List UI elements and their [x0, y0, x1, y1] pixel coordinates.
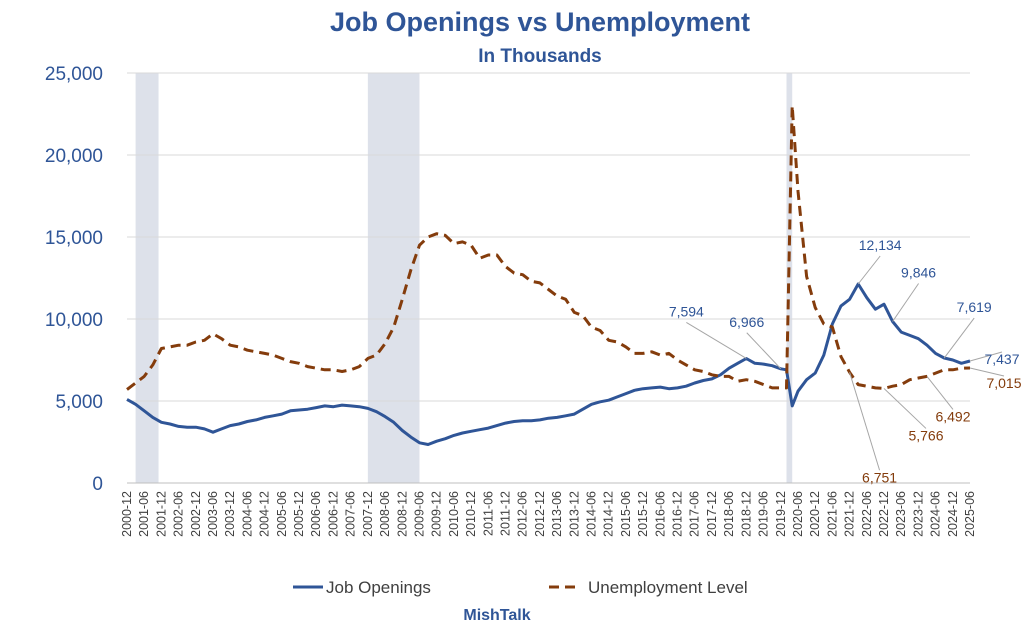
- annotation-leader: [849, 372, 881, 471]
- x-tick-label: 2001-12: [154, 491, 168, 537]
- x-tick-label: 2023-12: [911, 491, 925, 537]
- x-tick-label: 2015-06: [619, 491, 633, 537]
- x-tick-label: 2022-12: [877, 491, 891, 537]
- chart-credit: MishTalk: [463, 607, 530, 624]
- annotation-label: 5,766: [908, 427, 943, 443]
- y-tick-label: 15,000: [45, 228, 103, 249]
- annotation-label: 9,846: [901, 265, 936, 281]
- x-tick-label: 2016-06: [653, 491, 667, 537]
- x-tick-label: 2013-06: [550, 491, 564, 537]
- x-tick-label: 2002-12: [189, 491, 203, 537]
- x-tick-label: 2014-06: [585, 491, 599, 537]
- x-tick-label: 2017-12: [705, 491, 719, 537]
- annotation-label: 6,966: [729, 314, 764, 330]
- annotation-leader: [969, 351, 1003, 362]
- annotation-leader: [883, 388, 927, 429]
- y-tick-label: 25,000: [45, 64, 103, 85]
- x-tick-label: 2012-12: [533, 491, 547, 537]
- job-openings-line: [126, 282, 971, 446]
- x-tick-label: 2001-06: [137, 491, 151, 537]
- y-tick-label: 10,000: [45, 310, 103, 331]
- x-tick-label: 2002-06: [172, 491, 186, 537]
- y-axis-ticks: 0 5,000 10,000 15,000 20,000 25,000: [45, 64, 103, 495]
- legend-label-unemployment-level: Unemployment Level: [588, 578, 748, 597]
- chart-subtitle: In Thousands: [478, 46, 602, 67]
- x-tick-label: 2014-12: [602, 491, 616, 537]
- x-tick-label: 2017-06: [688, 491, 702, 537]
- x-tick-label: 2006-12: [326, 491, 340, 537]
- legend-label-job-openings: Job Openings: [326, 578, 431, 597]
- x-tick-label: 2004-12: [258, 491, 272, 537]
- x-tick-label: 2000-12: [120, 491, 134, 537]
- x-tick-label: 2023-06: [894, 491, 908, 537]
- data-annotations: 7,594 6,966 12,134 9,846 7,619 7,437 6,751 5,76…: [669, 237, 1022, 485]
- x-tick-label: 2019-06: [757, 491, 771, 537]
- annotation-leader: [926, 376, 954, 410]
- x-axis-ticks: 2000-12 2001-06 2001-12 2002-06 2002-12 2003-…: [120, 491, 977, 537]
- x-tick-label: 2005-12: [292, 491, 306, 537]
- y-tick-label: 0: [92, 474, 103, 495]
- x-tick-label: 2018-12: [739, 491, 753, 537]
- x-tick-label: 2008-06: [378, 491, 392, 537]
- recession-bands: [135, 73, 793, 483]
- x-tick-label: 2018-06: [722, 491, 736, 537]
- x-tick-label: 2011-06: [481, 491, 495, 536]
- x-tick-label: 2009-06: [412, 491, 426, 537]
- x-tick-label: 2016-12: [671, 491, 685, 537]
- y-tick-label: 5,000: [55, 392, 103, 413]
- x-tick-label: 2006-06: [309, 491, 323, 537]
- x-tick-label: 2025-06: [963, 491, 977, 537]
- annotation-leader: [857, 255, 881, 285]
- x-tick-label: 2015-12: [636, 491, 650, 537]
- annotation-leader: [746, 332, 782, 370]
- x-tick-label: 2022-06: [860, 491, 874, 537]
- x-tick-label: 2024-06: [929, 491, 943, 537]
- x-tick-label: 2021-06: [825, 491, 839, 537]
- x-tick-label: 2020-06: [791, 491, 805, 537]
- unemployment-level-line: [126, 104, 971, 391]
- series-lines: [126, 104, 971, 446]
- chart-title: Job Openings vs Unemployment: [330, 7, 750, 37]
- x-tick-label: 2004-06: [240, 491, 254, 537]
- y-tick-label: 20,000: [45, 146, 103, 167]
- x-tick-label: 2007-12: [361, 491, 375, 537]
- recession-band-2: [367, 73, 420, 483]
- x-tick-label: 2009-12: [430, 491, 444, 537]
- recession-band-3: [786, 73, 793, 483]
- x-tick-label: 2008-12: [395, 491, 409, 537]
- x-tick-label: 2020-12: [808, 491, 822, 537]
- legend: Job Openings Unemployment Level: [293, 578, 748, 597]
- annotation-label: 7,619: [957, 299, 992, 315]
- x-tick-label: 2010-06: [447, 491, 461, 537]
- x-tick-label: 2010-12: [464, 491, 478, 537]
- x-tick-label: 2007-06: [344, 491, 358, 537]
- annotation-label: 6,751: [862, 469, 897, 485]
- x-tick-label: 2005-06: [275, 491, 289, 537]
- x-tick-label: 2012-06: [516, 491, 530, 537]
- recession-band-1: [135, 73, 159, 483]
- annotation-leader: [686, 322, 747, 359]
- x-tick-label: 2003-06: [206, 491, 220, 537]
- annotation-label: 7,594: [669, 303, 704, 319]
- annotation-label: 12,134: [859, 237, 902, 253]
- gridlines: [127, 72, 970, 484]
- x-tick-label: 2024-12: [946, 491, 960, 537]
- annotation-label: 7,015: [986, 375, 1021, 391]
- x-tick-label: 2013-12: [567, 491, 581, 537]
- annotation-label: 7,437: [984, 351, 1019, 367]
- x-tick-label: 2011-12: [498, 491, 512, 536]
- x-tick-label: 2019-12: [774, 491, 788, 537]
- x-tick-label: 2021-12: [843, 491, 857, 537]
- annotation-leader: [969, 367, 1005, 377]
- x-tick-label: 2003-12: [223, 491, 237, 537]
- annotation-leader: [943, 317, 975, 359]
- annotation-leader: [892, 283, 919, 322]
- annotation-label: 6,492: [935, 408, 970, 424]
